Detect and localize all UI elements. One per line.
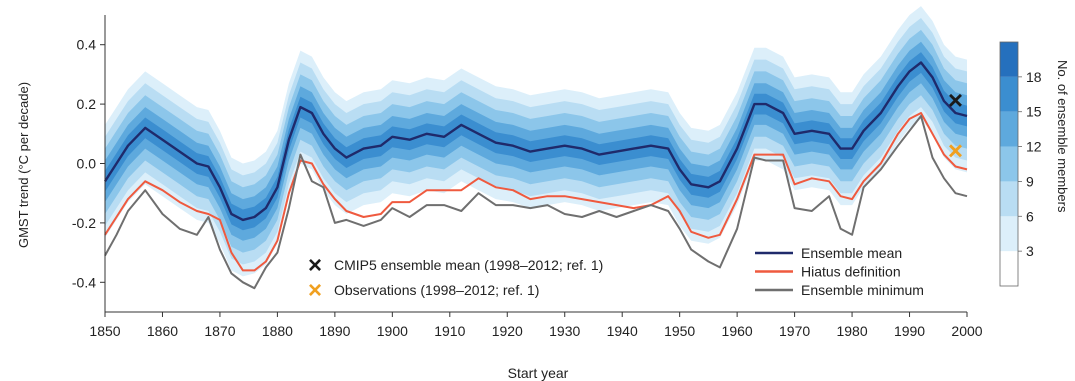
x-axis-title: Start year	[508, 365, 569, 381]
x-tick-label: 2000	[951, 323, 982, 339]
colorbar-segment	[1000, 216, 1018, 252]
x-tick-label: 1980	[836, 323, 867, 339]
colorbar: 3 6 9 12 15 18	[999, 41, 1042, 287]
x-tick-label: 1950	[664, 323, 695, 339]
x-tick-label: 1880	[262, 323, 293, 339]
x-tick-label: 1900	[377, 323, 408, 339]
x-tick-label: 1960	[722, 323, 753, 339]
legend-observations-symbol: ×	[308, 277, 322, 304]
colorbar-tick-label: 9	[1026, 173, 1034, 189]
x-tick-label: 1970	[779, 323, 810, 339]
x-tick-label: 1920	[492, 323, 523, 339]
colorbar-tick-label: 3	[1026, 243, 1034, 259]
y-tick-label: 0.4	[77, 37, 97, 53]
density-band-5	[105, 52, 967, 231]
x-tick-label: 1870	[204, 323, 235, 339]
ensemble-minimum-line	[104, 115, 968, 290]
cmip5-marker: ×	[948, 85, 963, 115]
series-lines	[103, 61, 968, 290]
legend-observations-label: Observations (1998–2012; ref. 1)	[334, 282, 539, 298]
x-tick-label: 1890	[319, 323, 350, 339]
y-tick-label: 0.2	[77, 96, 97, 112]
y-axis-title: GMST trend (°C per decade)	[16, 82, 31, 248]
observations-marker: ×	[948, 136, 963, 166]
colorbar-segment	[1000, 111, 1018, 147]
colorbar-tick-label: 15	[1026, 104, 1042, 120]
ensemble-density-bands	[105, 6, 967, 277]
legend-hiatus-definition-label: Hiatus definition	[801, 264, 901, 280]
y-tick-label: 0.0	[77, 156, 97, 172]
observation-markers: ××	[948, 85, 963, 165]
legend-cmip5-label: CMIP5 ensemble mean (1998–2012; ref. 1)	[334, 257, 603, 273]
colorbar-title: No. of ensemble members	[1055, 60, 1070, 213]
colorbar-segment	[1000, 42, 1018, 77]
colorbar-tick-label: 12	[1026, 139, 1042, 155]
colorbar-segment	[1000, 146, 1018, 182]
marker-legend: × CMIP5 ensemble mean (1998–2012; ref. 1)…	[308, 252, 603, 304]
axes: -0.4 -0.2 0.0 0.2 0.4 1850 1860 1870 1880 1890 190…	[72, 15, 983, 339]
y-tick-label: -0.2	[72, 215, 96, 231]
ensemble-mean-line	[103, 61, 968, 222]
legend-ensemble-mean-label: Ensemble mean	[801, 245, 902, 261]
x-tick-label: 1910	[434, 323, 465, 339]
legend-cmip5-symbol: ×	[308, 252, 322, 279]
colorbar-frame	[999, 41, 1019, 287]
x-tick-label: 1990	[894, 323, 925, 339]
y-tick-label: -0.4	[72, 274, 96, 290]
x-tick-label: 1940	[607, 323, 638, 339]
x-tick-label: 1850	[89, 323, 120, 339]
colorbar-segment	[1000, 76, 1018, 112]
legend-ensemble-minimum-label: Ensemble minimum	[801, 282, 924, 298]
colorbar-segment	[1000, 181, 1018, 217]
line-legend: Ensemble mean Hiatus definition Ensemble m…	[755, 245, 924, 298]
colorbar-tick-label: 18	[1026, 69, 1042, 85]
colorbar-segment	[1000, 251, 1018, 286]
colorbar-tick-label: 6	[1026, 208, 1034, 224]
x-tick-label: 1930	[549, 323, 580, 339]
hiatus-definition-line	[104, 112, 968, 272]
x-tick-label: 1860	[147, 323, 178, 339]
